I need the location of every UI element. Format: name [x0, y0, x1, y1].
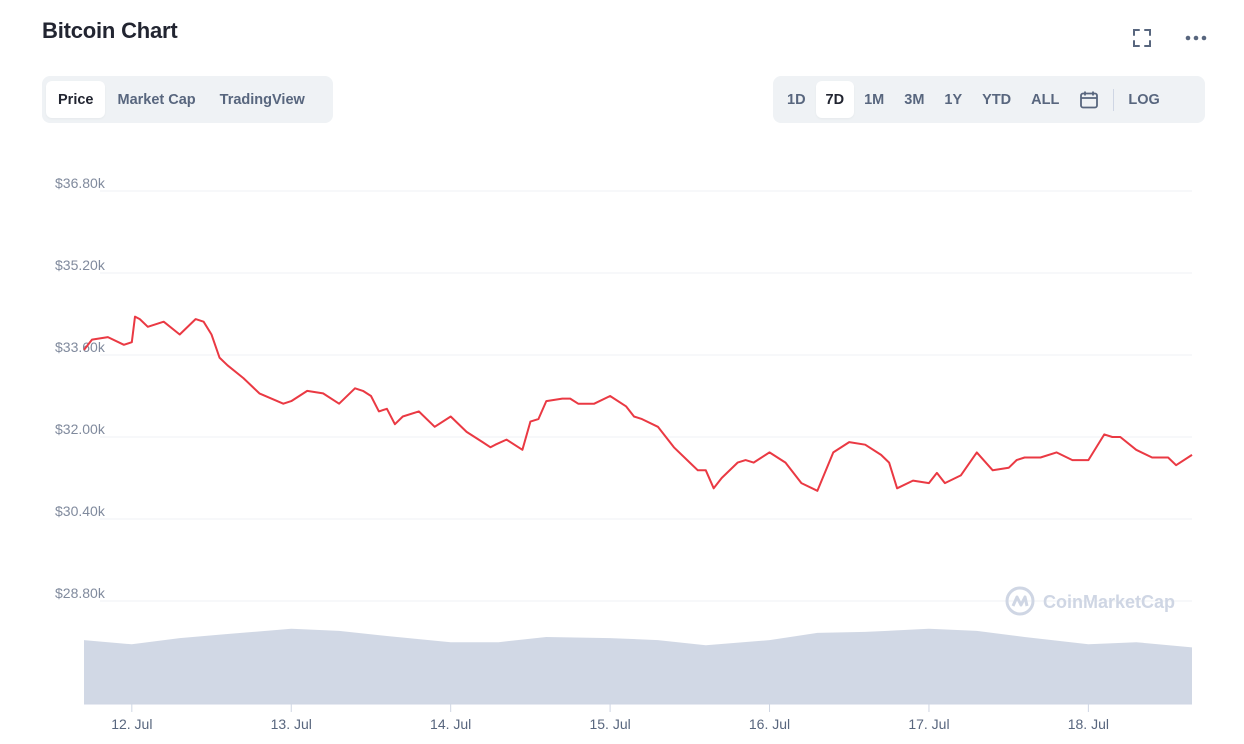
price-line	[83, 315, 1193, 492]
time-range-selector: 1D 7D 1M 3M 1Y YTD ALL LOG	[773, 76, 1205, 123]
top-icons	[1130, 26, 1208, 50]
y-tick-label: $33.60k	[55, 339, 106, 355]
range-7d[interactable]: 7D	[815, 81, 855, 118]
range-all[interactable]: ALL	[1031, 91, 1060, 108]
volume-area	[84, 628, 1192, 704]
y-tick-label: $35.20k	[55, 257, 106, 273]
divider	[1113, 88, 1115, 111]
watermark-text: CoinMarketCap	[1043, 592, 1175, 612]
y-axis: $36.80k $35.20k $33.60k $32.00k $30.40k $28.8…	[55, 175, 106, 601]
range-3m[interactable]: 3M	[904, 91, 925, 108]
range-1d[interactable]: 1D	[787, 91, 806, 108]
x-tick-label: 12. Jul	[111, 716, 152, 732]
price-series-line	[83, 315, 1193, 492]
y-tick-label: $36.80k	[55, 175, 106, 191]
coinmarketcap-logo-icon	[1005, 586, 1035, 616]
page-title: Bitcoin Chart	[42, 18, 178, 43]
tab-market-cap[interactable]: Market Cap	[117, 91, 196, 108]
y-tick-label: $30.40k	[55, 503, 106, 519]
range-1y[interactable]: 1Y	[944, 91, 963, 108]
more-horizontal-icon[interactable]	[1184, 26, 1208, 50]
fullscreen-icon[interactable]	[1130, 26, 1154, 50]
y-tick-label: $28.80k	[55, 585, 106, 601]
tab-tradingview[interactable]: TradingView	[219, 91, 305, 108]
log-scale-toggle[interactable]: LOG	[1128, 91, 1160, 108]
range-ytd[interactable]: YTD	[982, 91, 1012, 108]
x-tick-label: 18. Jul	[1068, 716, 1109, 732]
x-tick-label: 17. Jul	[908, 716, 949, 732]
range-1m[interactable]: 1M	[864, 91, 885, 108]
x-tick-label: 16. Jul	[749, 716, 790, 732]
x-tick-label: 15. Jul	[589, 716, 630, 732]
watermark: CoinMarketCap	[1005, 586, 1175, 616]
calendar-icon[interactable]	[1069, 81, 1109, 118]
chart-type-tabs: Price Market Cap TradingView	[42, 76, 333, 123]
x-tick-label: 13. Jul	[271, 716, 312, 732]
x-tick-label: 14. Jul	[430, 716, 471, 732]
tab-price[interactable]: Price	[46, 81, 106, 118]
x-axis: 12. Jul 13. Jul 14. Jul 15. Jul 16. Jul 17. J…	[84, 703, 1192, 732]
grid-lines	[100, 190, 1192, 602]
y-tick-label: $32.00k	[55, 421, 106, 437]
volume-bars	[84, 628, 1192, 704]
